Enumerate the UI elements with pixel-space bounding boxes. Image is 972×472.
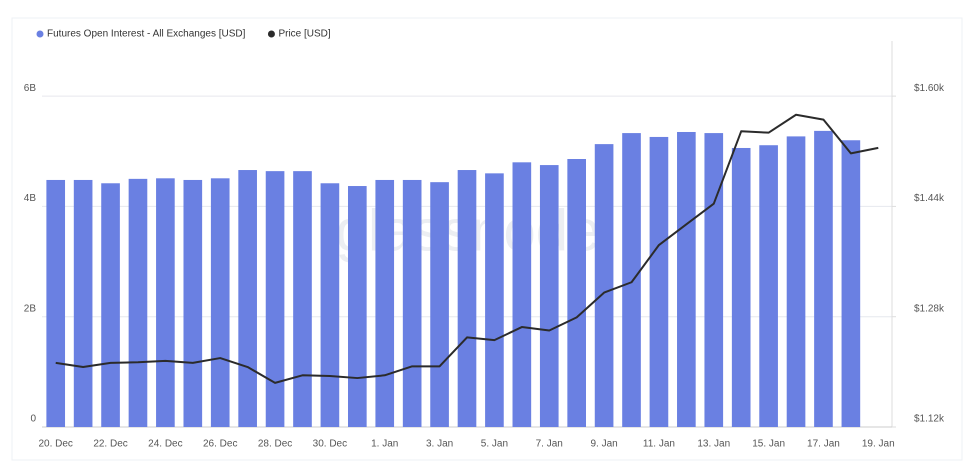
bar [430, 182, 449, 427]
x-tick-label: 20. Dec [38, 439, 72, 450]
bar [265, 171, 285, 427]
y-tick-label: 0 [30, 414, 36, 425]
bar [73, 179, 93, 427]
bar [786, 136, 806, 427]
x-tick-label: 13. Jan [697, 439, 730, 450]
y-tick-label: 2B [24, 303, 37, 314]
bar [183, 179, 203, 427]
bar [539, 165, 559, 428]
bar [649, 136, 669, 427]
y2-tick-label: $1.28k [914, 303, 945, 314]
bar [320, 183, 340, 427]
x-tick-label: 19. Jan [862, 439, 895, 450]
bar [156, 178, 175, 427]
bar [128, 178, 148, 427]
legend-label: Futures Open Interest - All Exchanges [U… [47, 29, 246, 40]
bar [677, 131, 696, 427]
bar [457, 170, 477, 427]
x-tick-label: 30. Dec [313, 439, 347, 450]
bar [46, 179, 66, 427]
bar [485, 173, 504, 427]
legend-marker [36, 30, 44, 38]
x-tick-label: 9. Jan [590, 439, 617, 450]
bar [293, 171, 312, 427]
bar [731, 147, 751, 427]
x-tick-label: 28. Dec [258, 439, 292, 450]
x-tick-label: 15. Jan [752, 439, 785, 450]
x-tick-label: 11. Jan [643, 439, 675, 450]
x-tick-label: 1. Jan [371, 439, 398, 450]
bar [841, 140, 861, 427]
y-tick-label: 4B [24, 193, 37, 204]
bar [704, 133, 724, 428]
bar [402, 179, 422, 427]
bar [375, 179, 395, 427]
bar [622, 133, 641, 428]
bar [759, 145, 778, 427]
bar [814, 130, 833, 427]
y2-tick-label: $1.60k [914, 83, 945, 94]
x-tick-label: 24. Dec [148, 439, 182, 450]
price-line [55, 113, 879, 384]
bar [512, 162, 532, 428]
bar [567, 159, 586, 427]
legend-marker [267, 30, 275, 38]
bar [101, 183, 120, 427]
x-tick-label: 7. Jan [536, 439, 563, 450]
y2-tick-label: $1.44k [914, 193, 945, 204]
x-tick-label: 26. Dec [203, 439, 237, 450]
bar [348, 186, 367, 427]
x-tick-label: 3. Jan [426, 439, 453, 450]
y2-tick-label: $1.12k [914, 414, 945, 425]
bar [210, 178, 230, 427]
legend-label: Price [USD] [278, 29, 330, 40]
bar [238, 170, 257, 427]
y-tick-label: 6B [24, 83, 37, 94]
x-tick-label: 22. Dec [93, 439, 127, 450]
x-tick-label: 17. Jan [807, 439, 840, 450]
bar [594, 144, 614, 428]
x-tick-label: 5. Jan [481, 439, 508, 450]
